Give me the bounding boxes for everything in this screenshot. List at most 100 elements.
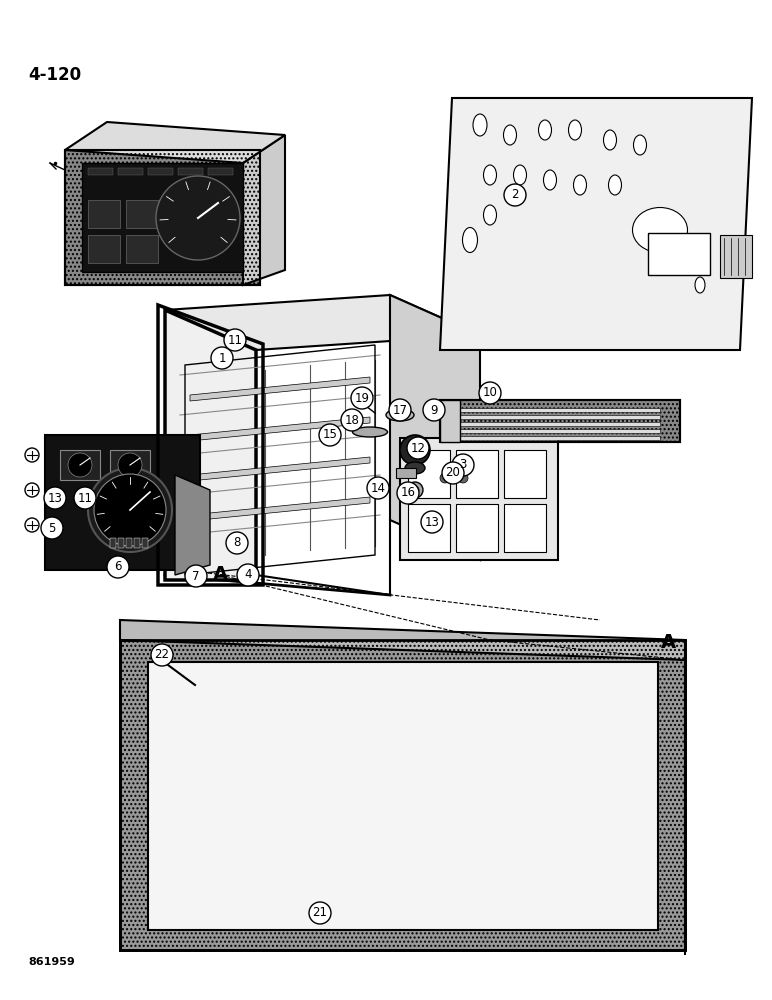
Ellipse shape (483, 165, 496, 185)
Circle shape (479, 382, 501, 404)
Ellipse shape (483, 205, 496, 225)
Bar (504, 504, 546, 552)
Bar (504, 450, 546, 498)
Bar (45, 435, 200, 570)
Circle shape (151, 644, 173, 666)
Circle shape (442, 462, 464, 484)
Circle shape (341, 409, 363, 431)
Ellipse shape (462, 228, 478, 252)
Text: A: A (660, 634, 676, 652)
Bar (408, 450, 450, 498)
Circle shape (426, 514, 438, 526)
Bar (396, 468, 416, 478)
Bar (460, 408, 660, 412)
Bar (134, 538, 140, 548)
Text: 16: 16 (401, 487, 415, 499)
Circle shape (107, 556, 129, 578)
Bar (60, 450, 100, 480)
Circle shape (452, 454, 474, 476)
Ellipse shape (632, 208, 688, 252)
Ellipse shape (604, 130, 617, 150)
Text: 11: 11 (77, 491, 93, 504)
Circle shape (25, 518, 39, 532)
Ellipse shape (695, 277, 705, 293)
Circle shape (118, 453, 142, 477)
Ellipse shape (634, 135, 646, 155)
Bar (88, 200, 120, 228)
Bar (88, 168, 113, 175)
Ellipse shape (574, 175, 587, 195)
Text: 14: 14 (371, 482, 385, 494)
Polygon shape (190, 457, 370, 481)
Circle shape (226, 532, 248, 554)
Circle shape (88, 468, 172, 552)
Circle shape (224, 329, 246, 351)
Bar (460, 422, 660, 426)
Polygon shape (190, 497, 370, 521)
Circle shape (41, 517, 63, 539)
Bar (126, 200, 158, 228)
Ellipse shape (539, 120, 551, 140)
Ellipse shape (503, 125, 516, 145)
Circle shape (74, 487, 96, 509)
Ellipse shape (386, 409, 414, 421)
Text: 18: 18 (344, 414, 360, 426)
Circle shape (94, 474, 166, 546)
Text: 6: 6 (114, 560, 122, 574)
Polygon shape (165, 295, 480, 350)
Bar (460, 415, 660, 419)
Bar (120, 640, 685, 950)
Polygon shape (165, 310, 256, 580)
Circle shape (185, 565, 207, 587)
Text: 22: 22 (154, 648, 170, 662)
Circle shape (68, 453, 92, 477)
Text: 9: 9 (430, 403, 438, 416)
Text: 12: 12 (411, 442, 425, 454)
Bar (120, 640, 685, 950)
Polygon shape (190, 417, 370, 441)
Circle shape (389, 399, 411, 421)
Polygon shape (440, 98, 752, 350)
Bar (408, 504, 450, 552)
Polygon shape (243, 135, 285, 285)
Text: 11: 11 (228, 334, 242, 347)
Bar (460, 436, 660, 440)
Circle shape (421, 511, 443, 533)
Text: 15: 15 (323, 428, 337, 442)
Bar (126, 538, 132, 548)
Polygon shape (440, 400, 680, 442)
Circle shape (319, 424, 341, 446)
Text: 21: 21 (313, 906, 327, 920)
Polygon shape (720, 235, 752, 278)
Bar (648, 233, 710, 275)
Bar (118, 538, 124, 548)
Circle shape (407, 437, 429, 459)
Bar (88, 235, 120, 263)
Text: 4: 4 (244, 568, 252, 582)
Circle shape (400, 435, 430, 465)
Text: 7: 7 (192, 570, 200, 582)
Bar (456, 450, 498, 498)
Bar (148, 168, 173, 175)
Circle shape (397, 482, 419, 504)
Circle shape (351, 387, 373, 409)
Text: 19: 19 (354, 391, 370, 404)
Text: A: A (212, 566, 228, 584)
Circle shape (237, 564, 259, 586)
Circle shape (411, 486, 419, 494)
Bar (118, 168, 143, 175)
Bar (142, 538, 148, 548)
Polygon shape (400, 438, 558, 560)
Text: 8: 8 (233, 536, 241, 550)
Ellipse shape (513, 165, 527, 185)
Text: 17: 17 (392, 403, 408, 416)
Bar (460, 429, 660, 433)
Text: 1: 1 (218, 352, 225, 364)
Text: 20: 20 (445, 466, 460, 480)
Bar (126, 235, 158, 263)
Circle shape (25, 483, 39, 497)
Bar (208, 168, 233, 175)
Ellipse shape (161, 656, 169, 664)
Bar (178, 168, 203, 175)
Polygon shape (440, 400, 460, 442)
